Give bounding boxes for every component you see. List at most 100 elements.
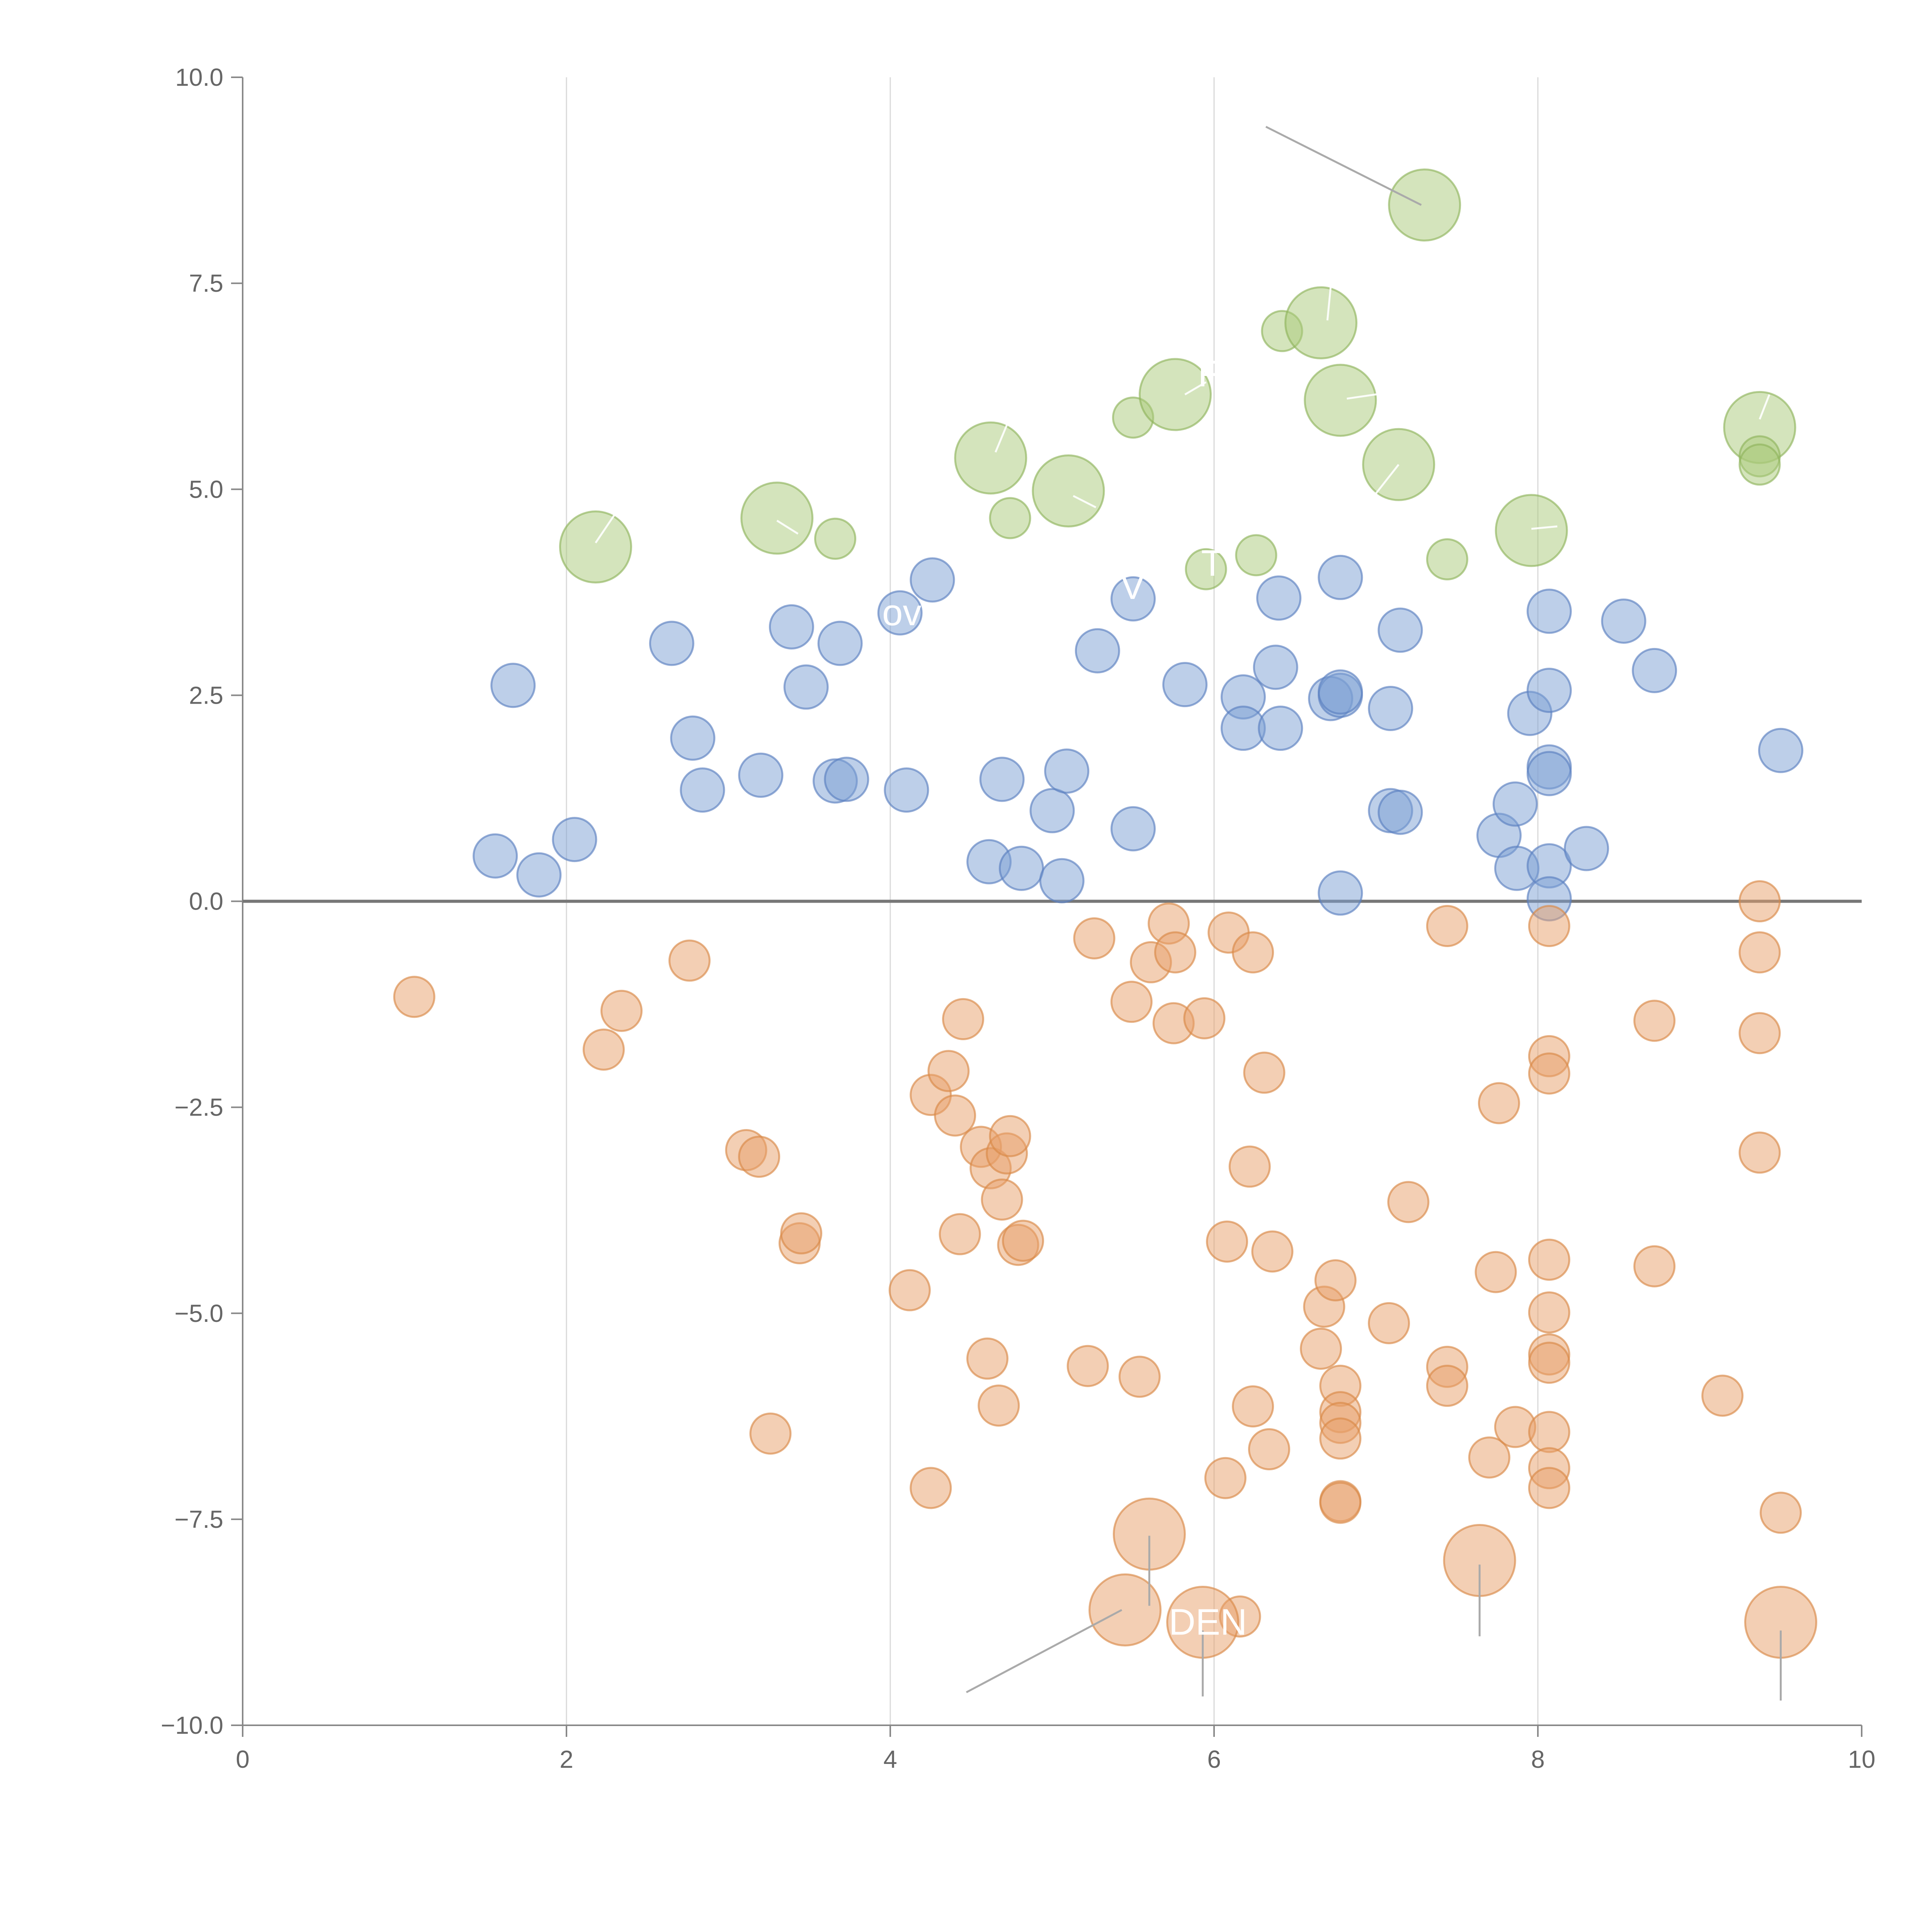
point-blue xyxy=(1258,706,1303,751)
point-blue xyxy=(490,663,536,708)
leader-line-white xyxy=(1326,287,1332,321)
point-orange xyxy=(1528,905,1570,947)
y-tick-label: −7.5 xyxy=(175,1505,223,1533)
point-orange xyxy=(1118,1355,1161,1398)
y-tick-label: 2.5 xyxy=(189,681,223,709)
point-blue xyxy=(1378,607,1423,653)
point-orange xyxy=(1738,880,1781,922)
point-blue xyxy=(769,604,814,650)
point-orange xyxy=(1319,1481,1362,1524)
leader-line xyxy=(966,1609,1122,1693)
x-tick-label: 10 xyxy=(1848,1745,1875,1773)
point-orange xyxy=(981,1178,1023,1221)
leader-lines xyxy=(595,126,1782,1701)
point-orange xyxy=(1760,1492,1802,1534)
point-orange xyxy=(1243,1051,1286,1094)
leader-line xyxy=(1265,126,1422,206)
point-blue xyxy=(1318,554,1363,600)
point-orange xyxy=(393,976,435,1018)
point-orange xyxy=(1468,1436,1510,1479)
point-orange xyxy=(1073,917,1116,959)
leader-line-white xyxy=(1375,464,1400,494)
leader-line-white xyxy=(1759,394,1770,420)
x-tick-label: 4 xyxy=(883,1745,897,1773)
point-green xyxy=(1138,358,1212,431)
point-blue xyxy=(1564,826,1609,871)
leader-line-white xyxy=(1184,381,1207,396)
point-blue xyxy=(1256,575,1302,621)
point-blue xyxy=(1492,781,1538,827)
point-blue xyxy=(1253,645,1298,690)
point-green xyxy=(1738,443,1781,486)
point-green xyxy=(1185,548,1227,590)
point-blue xyxy=(884,767,929,813)
point-blue xyxy=(1044,748,1090,794)
y-tick-label: 5.0 xyxy=(189,475,223,503)
point-orange xyxy=(1232,1385,1274,1428)
axes: 0 2 4 6 8 10 10.0 7.5 5.0 2.5 0.0 −2.5 −5.0 −7.5 −10.0 xyxy=(161,63,1876,1773)
point-orange xyxy=(1228,1145,1271,1188)
point-blue xyxy=(979,757,1025,802)
point-orange xyxy=(910,1467,952,1509)
point-blue xyxy=(783,664,829,710)
point-blue xyxy=(473,833,518,879)
x-tick-label: 2 xyxy=(560,1745,573,1773)
point-orange xyxy=(1738,1131,1781,1174)
point-orange xyxy=(1066,1345,1109,1387)
data-points xyxy=(393,168,1817,1659)
point-blue xyxy=(1318,870,1363,916)
point-blue xyxy=(1526,751,1572,796)
point-orange xyxy=(1528,1052,1570,1095)
point-blue xyxy=(1378,789,1423,835)
point-orange xyxy=(1528,1467,1570,1509)
point-orange xyxy=(966,1337,1009,1380)
point-green xyxy=(954,421,1027,495)
point-blue xyxy=(998,845,1044,891)
point-blue xyxy=(1039,858,1085,903)
point-orange xyxy=(1206,1220,1248,1263)
point-green xyxy=(989,497,1031,539)
point-blue xyxy=(1029,788,1075,833)
point-orange xyxy=(1314,1259,1357,1301)
point-blue xyxy=(516,852,562,898)
point-orange xyxy=(738,1136,781,1178)
point-green xyxy=(1284,286,1358,359)
point-orange xyxy=(1738,1012,1781,1054)
point-blue xyxy=(1111,806,1156,852)
point-orange xyxy=(888,1269,931,1311)
point-orange xyxy=(668,939,711,982)
annotation-label: T xyxy=(1201,543,1224,584)
x-tick-label: 8 xyxy=(1531,1745,1545,1773)
point-orange xyxy=(1475,1251,1517,1293)
point-orange xyxy=(978,1384,1020,1427)
point-orange xyxy=(1528,1342,1570,1384)
point-blue xyxy=(670,715,716,761)
point-blue xyxy=(877,590,923,636)
point-blue xyxy=(552,817,597,862)
x-tick-label: 0 xyxy=(236,1745,250,1773)
point-orange xyxy=(927,1050,970,1092)
point-orange xyxy=(1368,1302,1410,1344)
leader-line-white xyxy=(776,520,799,535)
point-orange xyxy=(582,1028,625,1071)
point-green xyxy=(559,510,632,584)
y-tick-label: 0.0 xyxy=(189,888,223,915)
annotation-label: DEN xyxy=(1169,1601,1247,1643)
point-orange xyxy=(989,1115,1031,1157)
point-orange xyxy=(1701,1374,1744,1417)
point-blue xyxy=(1601,598,1646,644)
y-tick-label: −5.0 xyxy=(175,1299,223,1327)
point-orange xyxy=(1319,1417,1362,1460)
leader-line-white xyxy=(595,513,616,544)
point-orange xyxy=(1426,905,1468,947)
x-tick-label: 6 xyxy=(1207,1745,1221,1773)
point-blue xyxy=(1318,669,1363,715)
point-orange xyxy=(780,1212,823,1255)
point-orange xyxy=(1426,1364,1468,1407)
point-orange xyxy=(749,1412,792,1455)
point-orange xyxy=(942,998,985,1040)
point-blue xyxy=(1075,628,1120,673)
annotation-label: V xyxy=(1120,566,1145,607)
